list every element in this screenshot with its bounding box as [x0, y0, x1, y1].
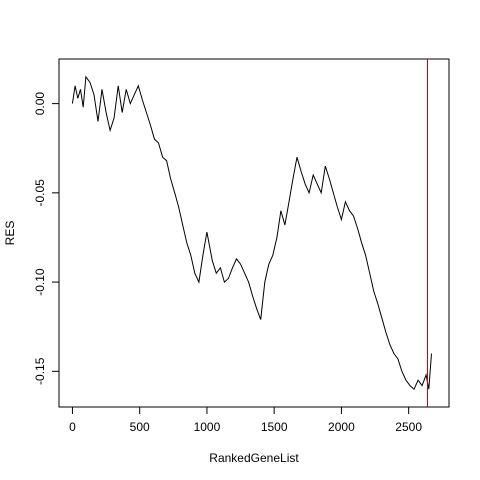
x-axis: 0 500 1000 1500 2000 2500 — [69, 406, 422, 434]
y-axis-title: RES — [3, 221, 17, 246]
y-tick-label: -0.10 — [33, 268, 47, 296]
x-axis-title: RankedGeneList — [209, 451, 299, 465]
y-axis: 0.00 -0.05 -0.10 -0.15 — [33, 92, 60, 385]
y-tick-label: -0.15 — [33, 357, 47, 385]
x-tick-label: 1500 — [261, 420, 288, 434]
y-tick-label: -0.05 — [33, 179, 47, 207]
y-tick-label: 0.00 — [33, 92, 47, 116]
x-tick-label: 1000 — [194, 420, 221, 434]
series-layer — [71, 75, 432, 391]
x-tick-label: 0 — [69, 420, 76, 434]
x-tick-label: 2000 — [328, 420, 355, 434]
res-series-line — [71, 75, 432, 391]
plot-frame — [58, 58, 450, 408]
x-tick-label: 2500 — [395, 420, 422, 434]
x-tick-label: 500 — [130, 420, 150, 434]
